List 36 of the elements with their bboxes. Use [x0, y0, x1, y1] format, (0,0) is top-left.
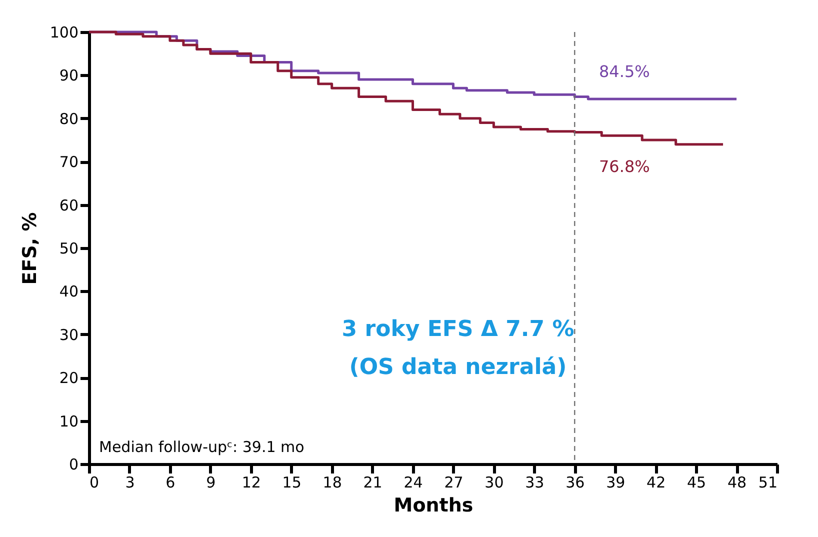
y-tick-label: 90 — [59, 66, 78, 85]
x-tick-label: 39 — [606, 474, 626, 492]
y-tick-label: 60 — [59, 196, 78, 214]
y-tick-label: 100 — [50, 24, 78, 42]
y-tick-label: 70 — [59, 153, 78, 172]
x-tick-label: 42 — [646, 474, 666, 492]
y-tick-label: 0 — [68, 456, 78, 474]
y-axis-title: EFS, % — [18, 212, 41, 285]
x-axis-title: Months — [394, 494, 474, 516]
annotation: (OS data nezralá) — [349, 355, 567, 380]
y-tick-label: 80 — [59, 110, 78, 128]
x-tick-label: 18 — [322, 474, 342, 492]
x-tick-label: 36 — [566, 474, 585, 492]
x-tick-label: 9 — [206, 474, 216, 492]
x-tick-label: 33 — [525, 474, 544, 492]
x-tick-label: 30 — [484, 474, 504, 492]
x-tick-label: 3 — [125, 474, 135, 492]
y-tick-label: 10 — [59, 412, 78, 430]
annotation: Median follow-upᶜ: 39.1 mo — [99, 438, 304, 456]
x-tick-label: 21 — [363, 474, 382, 492]
y-tick-label: 30 — [59, 326, 78, 344]
x-tick-label: 12 — [242, 474, 261, 492]
annotation: 84.5% — [599, 62, 650, 81]
x-tick-label: 27 — [444, 474, 464, 492]
y-tick-label: 20 — [59, 369, 78, 388]
x-tick-label: 51 — [758, 474, 778, 492]
x-tick-label: 0 — [90, 474, 100, 492]
annotation: 76.8% — [599, 157, 650, 176]
y-tick-label: 50 — [59, 240, 78, 258]
x-tick-label: 45 — [687, 474, 706, 492]
x-tick-label: 48 — [727, 474, 747, 492]
x-tick-label: 6 — [166, 474, 176, 492]
y-tick-label: 40 — [59, 282, 78, 301]
annotation: 3 roky EFS Δ 7.7 % — [342, 317, 574, 342]
x-tick-label: 24 — [404, 474, 423, 492]
x-tick-label: 15 — [282, 474, 302, 492]
